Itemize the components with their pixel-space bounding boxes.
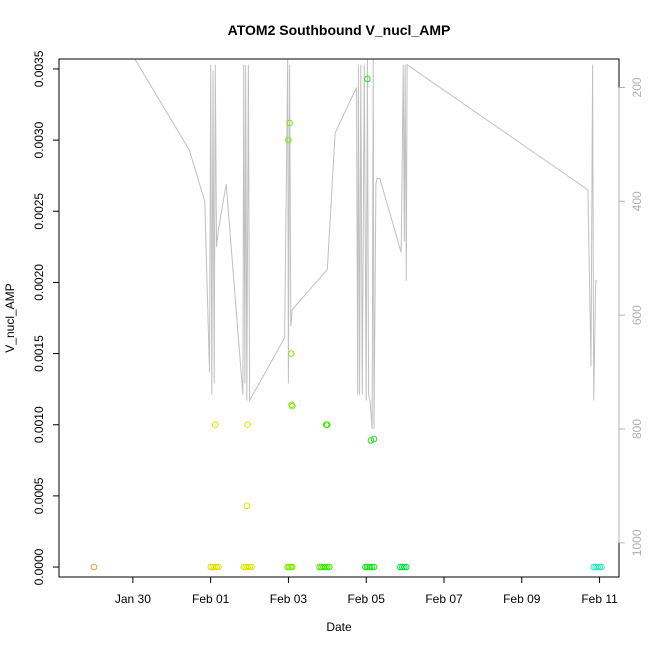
chart-title: ATOM2 Southbound V_nucl_AMP: [228, 22, 451, 38]
x-tick-label: Jan 30: [115, 592, 151, 606]
data-point: [213, 563, 220, 571]
line-series-layer: [134, 58, 598, 430]
data-point: [403, 563, 410, 571]
data-point: [211, 563, 218, 571]
right-tick-label: 1000: [630, 529, 644, 556]
x-axis: Jan 30 Feb 01 Feb 03 Feb 05 Feb 07 Feb 09 Feb …: [115, 577, 618, 606]
data-point: [594, 563, 601, 571]
data-point: [286, 119, 293, 127]
x-tick-label: Feb 11: [581, 592, 618, 606]
x-axis-label: Date: [326, 620, 352, 634]
right-tick-label: 600: [630, 305, 644, 325]
data-point: [326, 563, 333, 571]
y-tick-label: 0.0005: [32, 477, 46, 514]
y-tick-label: 0.0030: [32, 121, 46, 158]
y-axis: 0.0000 0.0005 0.0010 0.0015 0.0020 0.0025 0.00…: [32, 50, 59, 585]
data-point: [90, 563, 98, 571]
data-point: [244, 563, 251, 571]
data-point: [399, 563, 406, 571]
data-point: [287, 350, 295, 357]
data-point: [289, 563, 296, 571]
data-point: [370, 563, 378, 571]
data-point: [285, 136, 292, 144]
x-tick-label: Feb 07: [425, 592, 463, 606]
data-point: [248, 563, 255, 571]
x-tick-label: Feb 09: [503, 592, 541, 606]
right-tick-label: 800: [630, 419, 644, 439]
data-point: [370, 435, 378, 443]
points-layer: [90, 75, 605, 571]
y-tick-label: 0.0035: [32, 50, 46, 87]
y-axis-label: V_nucl_AMP: [3, 283, 17, 352]
data-point: [364, 75, 371, 83]
data-point: [596, 563, 603, 571]
y-tick-label: 0.0010: [32, 406, 46, 443]
data-point: [246, 563, 253, 571]
data-point: [244, 421, 251, 429]
right-axis: 200 400 600 800 1000: [618, 77, 644, 556]
right-tick-label: 200: [630, 77, 644, 97]
data-point: [322, 563, 329, 571]
data-point: [324, 421, 331, 429]
data-point: [289, 402, 296, 410]
data-point: [368, 563, 376, 571]
data-point: [212, 421, 219, 429]
x-tick-label: Feb 03: [270, 592, 308, 606]
data-point: [366, 563, 374, 571]
data-point: [598, 563, 605, 571]
data-point: [367, 437, 375, 444]
y-tick-label: 0.0000: [32, 548, 46, 585]
data-point: [401, 563, 408, 571]
y-tick-label: 0.0020: [32, 264, 46, 301]
data-point: [243, 502, 251, 510]
x-tick-label: Feb 05: [348, 592, 386, 606]
data-point: [215, 563, 222, 571]
data-point: [324, 563, 331, 571]
y-tick-label: 0.0015: [32, 335, 46, 372]
line-series: [134, 58, 598, 430]
y-tick-label: 0.0025: [32, 193, 46, 230]
right-tick-label: 400: [630, 191, 644, 211]
x-tick-label: Feb 01: [192, 592, 230, 606]
